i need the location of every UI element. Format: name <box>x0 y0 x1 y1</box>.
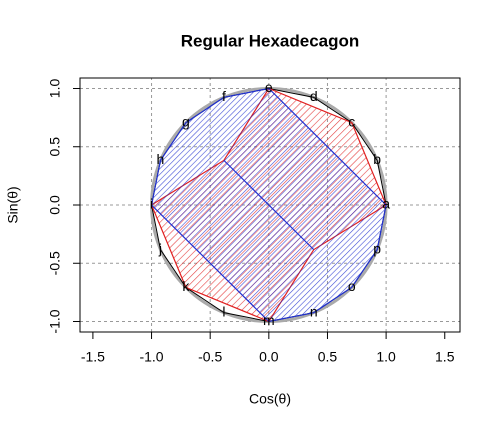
vertex-label: f <box>222 88 226 104</box>
plot-box <box>79 77 461 333</box>
vertex-label: l <box>222 303 225 319</box>
vertex-label: a <box>382 196 390 212</box>
vertex-label: p <box>373 240 381 256</box>
y-tick-label: -1.0 <box>47 309 63 333</box>
vertex-label: n <box>310 303 318 319</box>
vertex-label: e <box>265 79 273 95</box>
vertex-label: h <box>157 151 165 167</box>
x-tick-label: 1.0 <box>376 349 396 365</box>
vertex-label: c <box>348 113 355 129</box>
x-tick-label: 1.5 <box>435 349 455 365</box>
vertex-label: k <box>182 278 190 294</box>
chart-title: Regular Hexadecagon <box>181 31 360 50</box>
x-tick-label: 0.5 <box>318 349 338 365</box>
x-tick-label: -0.5 <box>198 349 222 365</box>
x-tick-label: -1.5 <box>81 349 105 365</box>
y-axis-label: Sin(θ) <box>5 186 21 223</box>
vertex-label: g <box>182 113 190 129</box>
vertex-label: o <box>348 278 356 294</box>
vertex-label: m <box>263 312 275 328</box>
x-axis-label: Cos(θ) <box>249 391 291 407</box>
y-tick-label: 0.5 <box>47 137 63 157</box>
x-tick-label: 0.0 <box>259 349 279 365</box>
vertex-label: d <box>310 88 318 104</box>
vertex-label: b <box>373 151 381 167</box>
vertex-label: i <box>150 196 153 212</box>
y-tick-label: -0.5 <box>47 251 63 275</box>
y-tick-label: 1.0 <box>47 79 63 99</box>
x-tick-label: -1.0 <box>139 349 163 365</box>
y-tick-label: 0.0 <box>47 195 63 215</box>
segment <box>223 159 315 251</box>
vertex-label: j <box>158 240 162 256</box>
